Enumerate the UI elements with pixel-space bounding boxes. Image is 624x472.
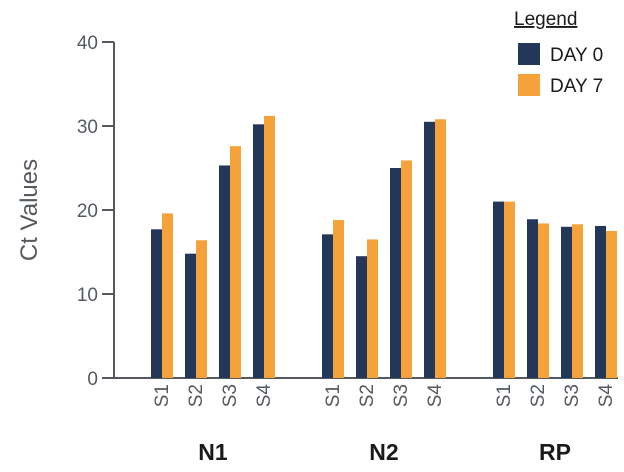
bar xyxy=(424,121,435,379)
y-tick-label: 40 xyxy=(77,33,98,54)
x-tick-label: S4 xyxy=(425,384,446,408)
bar xyxy=(230,146,241,378)
bar xyxy=(219,165,230,378)
legend: Legend DAY 0 DAY 7 xyxy=(514,9,603,97)
x-labels: S1 S2 S3 S4 N1 S1 S2 S3 S4 N2 S1 S2 S3 S4 RP xyxy=(152,384,617,465)
bar xyxy=(367,239,378,378)
bar xyxy=(493,201,504,378)
y-ticks: 0 10 20 30 40 xyxy=(77,33,114,390)
x-tick-label: S1 xyxy=(323,384,344,407)
x-tick-label: S3 xyxy=(562,384,583,407)
x-tick-label: S2 xyxy=(357,384,378,407)
legend-title: Legend xyxy=(514,9,577,30)
y-tick-label: 0 xyxy=(87,369,98,390)
x-tick-label: S3 xyxy=(391,384,412,407)
x-tick-label: S3 xyxy=(220,384,241,407)
bars xyxy=(151,115,617,379)
legend-swatch xyxy=(518,74,540,96)
legend-label: DAY 0 xyxy=(550,45,603,66)
group-label: RP xyxy=(539,439,571,465)
bar xyxy=(185,253,196,378)
x-tick-label: S2 xyxy=(186,384,207,407)
bar xyxy=(333,220,344,378)
bar xyxy=(572,224,583,378)
bar xyxy=(253,124,264,378)
x-tick-label: S4 xyxy=(596,384,617,408)
bar xyxy=(435,119,446,378)
bar xyxy=(538,223,549,378)
bar xyxy=(390,168,401,378)
x-tick-label: S1 xyxy=(494,384,515,407)
bar xyxy=(322,234,333,378)
bar xyxy=(162,213,173,378)
bar xyxy=(264,115,275,379)
bar xyxy=(561,226,572,378)
legend-label: DAY 7 xyxy=(550,76,603,97)
legend-swatch xyxy=(518,43,540,65)
group-label: N2 xyxy=(369,439,398,465)
bar xyxy=(527,219,538,378)
y-tick-label: 10 xyxy=(77,285,98,306)
group-label: N1 xyxy=(198,439,228,465)
bar xyxy=(595,225,606,378)
bar xyxy=(151,229,162,378)
bar xyxy=(401,160,412,378)
bar xyxy=(504,201,515,378)
bar xyxy=(196,240,207,378)
x-tick-label: S4 xyxy=(254,384,275,408)
y-axis-label: Ct Values xyxy=(16,159,43,261)
bar xyxy=(356,256,367,378)
x-tick-label: S2 xyxy=(528,384,549,407)
y-tick-label: 20 xyxy=(77,201,98,222)
x-tick-label: S1 xyxy=(152,384,173,407)
y-tick-label: 30 xyxy=(77,117,98,138)
bar xyxy=(606,231,617,378)
